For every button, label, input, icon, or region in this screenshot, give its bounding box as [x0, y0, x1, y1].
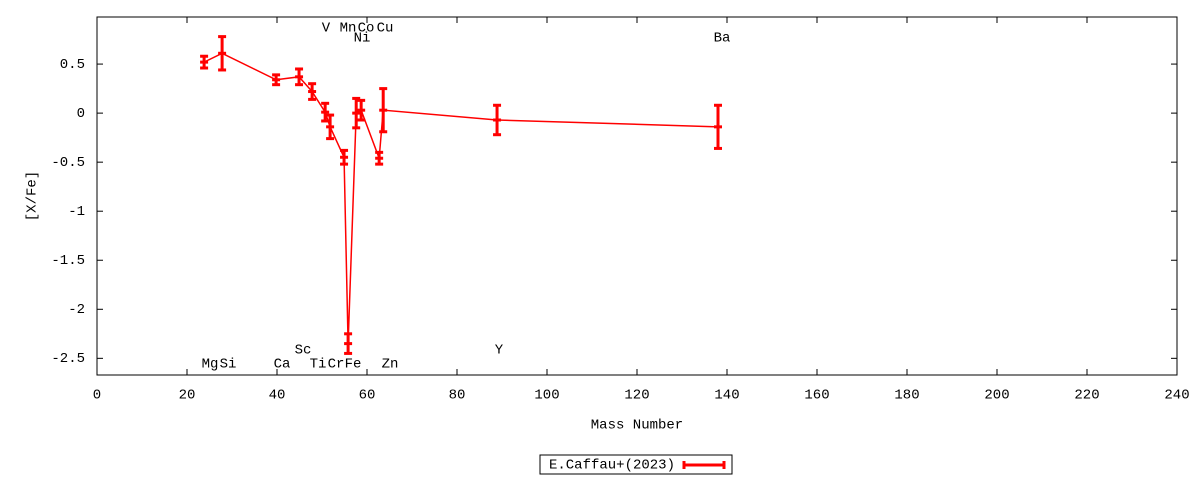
element-label: Ba	[714, 31, 731, 47]
element-label: Cr	[328, 357, 345, 373]
legend-label: E.Caffau+(2023)	[549, 458, 675, 474]
error-bar	[352, 96, 361, 130]
error-bar	[344, 332, 353, 355]
x-tick-label: 120	[624, 388, 649, 404]
error-bar	[493, 103, 502, 137]
x-tick-label: 0	[93, 388, 101, 404]
error-bar	[326, 113, 335, 141]
x-tick-label: 40	[269, 388, 286, 404]
element-label: Ti	[310, 357, 327, 373]
series-line	[203, 52, 719, 344]
y-tick-label: -1	[68, 204, 85, 220]
element-label: Cu	[377, 21, 394, 37]
x-tick-label: 220	[1074, 388, 1099, 404]
x-tick-label: 140	[714, 388, 739, 404]
element-label: Co	[358, 21, 375, 37]
error-bar	[357, 98, 366, 122]
y-tick-label: 0.5	[60, 57, 85, 73]
x-tick-label: 20	[179, 388, 196, 404]
x-axis-title: Mass Number	[591, 418, 683, 434]
element-label: Mg	[202, 357, 219, 373]
error-bar	[714, 103, 722, 150]
element-label: Zn	[382, 357, 399, 373]
element-label: Y	[495, 343, 504, 359]
element-label: Mn	[340, 21, 357, 37]
y-axis-title: [X/Fe]	[25, 171, 41, 221]
legend-box	[539, 454, 733, 475]
element-label: V	[322, 21, 331, 37]
x-tick-label: 200	[984, 388, 1009, 404]
error-bar	[340, 148, 349, 166]
x-tick-label: 60	[359, 388, 376, 404]
y-tick-label: -2	[68, 302, 85, 318]
element-label: Ni	[354, 31, 371, 47]
x-tick-label: 100	[534, 388, 559, 404]
y-tick-label: -0.5	[51, 155, 85, 171]
error-bar	[321, 101, 330, 123]
y-tick-label: 0	[77, 106, 85, 122]
error-bar	[375, 150, 384, 166]
element-label: Fe	[345, 357, 362, 373]
error-bar	[272, 73, 281, 87]
error-bar	[218, 35, 227, 72]
y-tick-label: -2.5	[51, 351, 85, 367]
x-tick-label: 240	[1164, 388, 1189, 404]
error-bar	[308, 82, 317, 101]
element-label: Sc	[295, 343, 312, 359]
error-bar	[379, 87, 388, 134]
element-label: Si	[220, 357, 237, 373]
error-bar	[200, 54, 209, 70]
x-tick-label: 180	[894, 388, 919, 404]
element-label: Ca	[274, 357, 291, 373]
error-bar	[295, 67, 304, 87]
x-tick-label: 160	[804, 388, 829, 404]
x-tick-label: 80	[449, 388, 466, 404]
y-tick-label: -1.5	[51, 253, 85, 269]
